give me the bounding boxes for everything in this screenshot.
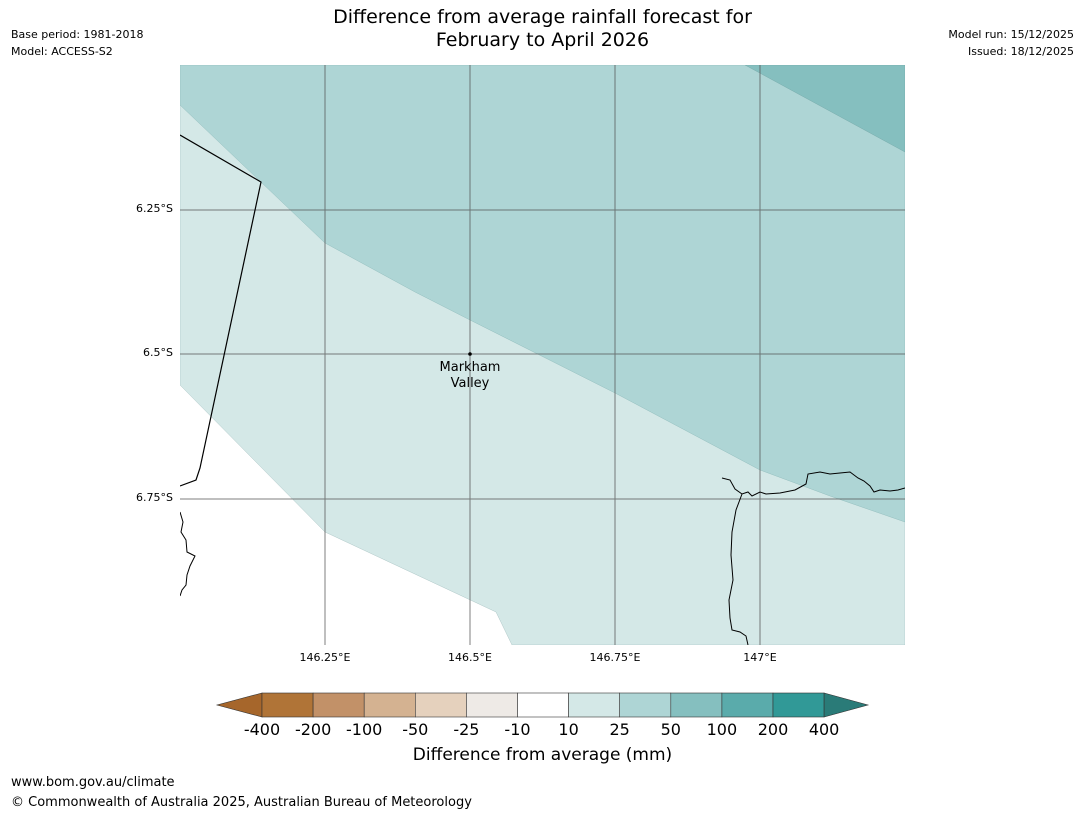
lon-label-147: 147°E — [743, 651, 777, 664]
model-name: Model: ACCESS-S2 — [11, 45, 113, 58]
colorbar-tick-label: 50 — [660, 720, 681, 739]
colorbar-segment — [414, 692, 467, 718]
model-run: Model run: 15/12/2025 — [948, 28, 1074, 41]
colorbar-segment — [772, 692, 825, 718]
river — [728, 493, 749, 645]
colorbar-tick-label: -400 — [243, 720, 281, 739]
colorbar-segment — [517, 692, 569, 718]
metadata-right: Model run: 15/12/2025 Issued: 18/12/2025 — [948, 26, 1074, 60]
issued-date: Issued: 18/12/2025 — [967, 45, 1074, 58]
footer-url[interactable]: www.bom.gov.au/climate — [11, 775, 175, 790]
province-border — [180, 134, 262, 487]
place-name-line-1: Markham — [439, 360, 501, 375]
colorbar-segment — [261, 692, 314, 718]
place-label-markham-valley: Markham Valley — [415, 360, 525, 392]
metadata-left: Base period: 1981-2018 Model: ACCESS-S2 — [11, 26, 143, 60]
colorbar-segment — [568, 692, 620, 718]
colorbar-segment — [619, 692, 672, 718]
colorbar-segment — [363, 692, 416, 718]
lat-label-6-5: 6.5°S — [143, 346, 173, 359]
colorbar-segment — [466, 692, 518, 718]
colorbar-segment — [721, 692, 774, 718]
colorbar-extension-low — [215, 692, 263, 718]
colorbar-tick-label: 10 — [558, 720, 579, 739]
colorbar-tick-label: 100 — [706, 720, 738, 739]
colorbar-tick-label: 400 — [808, 720, 840, 739]
colorbar-tick-label: -10 — [504, 720, 531, 739]
region-50-100 — [744, 65, 905, 153]
colorbar-title: Difference from average (mm) — [412, 745, 673, 765]
colorbar-tick-label: -25 — [453, 720, 480, 739]
colorbar-tick-label: 200 — [757, 720, 789, 739]
lat-label-6-75: 6.75°S — [136, 491, 173, 504]
lon-label-146-25: 146.25°E — [299, 651, 351, 664]
lon-label-146-5: 146.5°E — [448, 651, 492, 664]
footer-copyright: © Commonwealth of Australia 2025, Austra… — [11, 795, 472, 810]
place-name-line-2: Valley — [450, 376, 490, 391]
lat-label-6-25: 6.25°S — [136, 202, 173, 215]
base-period: Base period: 1981-2018 — [11, 28, 144, 41]
colorbar-tick-label: -200 — [294, 720, 332, 739]
eastern-coastline — [721, 471, 905, 497]
title-line-2: February to April 2026 — [435, 29, 650, 51]
title-line-1: Difference from average rainfall forecas… — [333, 6, 752, 28]
gridlines — [180, 65, 905, 645]
markham-valley-marker — [468, 352, 472, 356]
colorbar-segment — [312, 692, 365, 718]
colorbar-tick-label: -100 — [346, 720, 383, 739]
map-title: Difference from average rainfall forecas… — [0, 6, 1085, 52]
colorbar-tick-label: -50 — [402, 720, 429, 739]
western-coastline — [180, 511, 196, 597]
lon-label-146-75: 146.75°E — [589, 651, 641, 664]
colorbar-extension-high — [823, 692, 870, 718]
colorbar-tick-label: 25 — [609, 720, 630, 739]
colorbar-segment — [670, 692, 723, 718]
